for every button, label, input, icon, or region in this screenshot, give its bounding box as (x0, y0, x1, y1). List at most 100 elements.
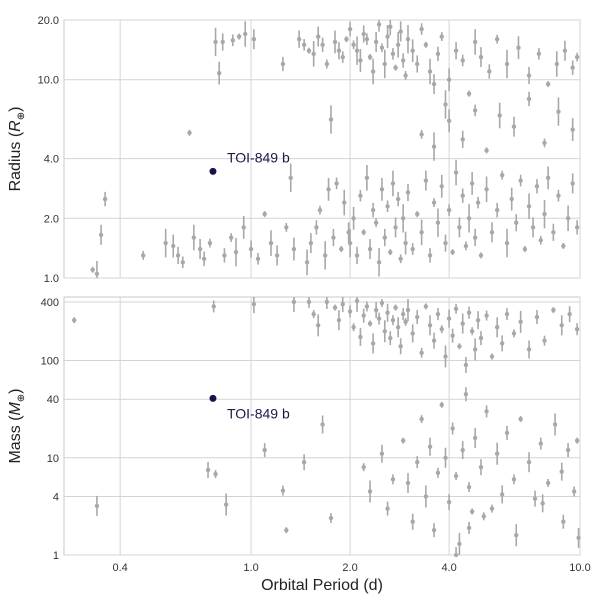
data-point (551, 223, 556, 241)
data-point (484, 176, 489, 203)
data-point (497, 102, 502, 129)
y-tick-label: 4 (53, 491, 59, 503)
y-tick-label: 2.0 (44, 213, 59, 225)
data-point (460, 313, 465, 334)
data-point (431, 523, 437, 538)
x-tick-label: 10.0 (569, 562, 590, 574)
data-point (403, 231, 408, 255)
data-point (499, 170, 505, 180)
data-point (370, 58, 376, 85)
data-point (328, 105, 334, 134)
y-tick-label: 20.0 (38, 15, 59, 27)
data-point (382, 228, 387, 247)
data-point (431, 74, 437, 95)
data-point (534, 179, 540, 194)
data-point (435, 467, 441, 478)
mass-data-points (72, 297, 581, 558)
data-point (489, 504, 495, 513)
data-point (197, 239, 203, 260)
x-tick-label: 0.4 (113, 562, 128, 574)
data-point (187, 129, 192, 136)
radius-grid (64, 19, 581, 279)
data-point (274, 245, 280, 266)
data-point (453, 471, 459, 480)
data-point (415, 456, 420, 469)
data-point (207, 238, 213, 248)
data-point (439, 325, 444, 334)
data-point (216, 61, 222, 85)
data-point (385, 501, 390, 516)
data-point (223, 493, 229, 516)
mass-axis-label: Mass (M⊕) (7, 388, 27, 463)
y-tick-label: 100 (41, 356, 59, 368)
data-point (530, 217, 536, 238)
data-point (571, 486, 577, 497)
data-point (481, 512, 487, 521)
data-point (561, 243, 566, 250)
data-point (450, 422, 455, 435)
data-point (314, 220, 319, 235)
data-point (570, 173, 575, 194)
data-point (331, 228, 336, 247)
data-point (324, 297, 330, 309)
data-point (301, 454, 307, 471)
data-point (514, 524, 519, 547)
data-point (328, 513, 334, 524)
data-point (526, 66, 532, 85)
data-point (484, 310, 489, 321)
data-point (439, 174, 444, 198)
data-point (320, 415, 325, 434)
data-point (248, 240, 254, 258)
data-point (205, 461, 211, 478)
data-point (522, 246, 528, 253)
data-point (446, 309, 452, 328)
data-point (574, 437, 580, 444)
data-point (565, 443, 571, 458)
data-point (443, 234, 448, 252)
data-point (354, 297, 360, 312)
data-point (390, 48, 396, 60)
data-point (398, 338, 403, 355)
data-point (556, 97, 561, 126)
data-point (344, 36, 349, 43)
data-point (347, 305, 353, 318)
data-point (469, 327, 475, 336)
data-point (450, 249, 455, 256)
data-point (373, 31, 379, 52)
data-point (367, 320, 373, 327)
data-point (540, 494, 545, 513)
data-point (439, 32, 444, 41)
data-point (511, 329, 517, 338)
data-point (494, 202, 500, 218)
data-point (251, 29, 257, 50)
data-point (393, 64, 398, 71)
data-point (358, 327, 363, 346)
data-point (379, 299, 385, 308)
data-point (243, 21, 248, 47)
data-point (94, 260, 100, 278)
mass-y-ticks: 1 4 10 40 100 400 (41, 297, 59, 562)
data-point (466, 90, 472, 97)
data-point (460, 188, 465, 203)
data-point (545, 166, 551, 190)
data-point (180, 256, 185, 269)
data-point (90, 266, 95, 273)
data-point (494, 317, 500, 338)
data-point (351, 323, 356, 332)
data-point (400, 308, 406, 321)
data-point (211, 300, 216, 313)
data-point (340, 51, 345, 63)
data-point (222, 248, 227, 263)
data-point (545, 479, 551, 488)
data-point (388, 20, 393, 36)
y-tick-label: 400 (41, 297, 59, 309)
data-point (511, 116, 517, 137)
data-point (306, 297, 312, 308)
data-point (301, 38, 307, 51)
data-point (516, 36, 521, 60)
data-point (296, 30, 302, 48)
data-point (466, 306, 472, 319)
data-point (268, 230, 274, 256)
data-point (354, 246, 360, 265)
data-point (453, 42, 459, 60)
